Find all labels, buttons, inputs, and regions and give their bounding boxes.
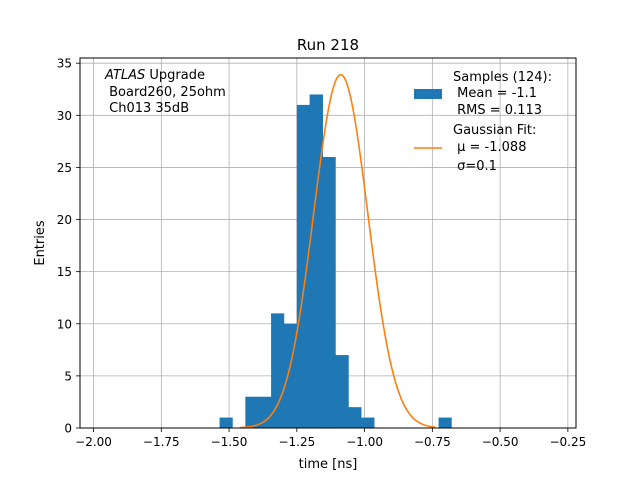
- histogram-bar: [271, 313, 285, 428]
- y-tick-label: 10: [57, 317, 72, 331]
- histogram-bar: [245, 396, 259, 428]
- histogram-bar: [348, 407, 362, 428]
- chart-title: Run 218: [297, 36, 359, 54]
- annotation-line-3: Ch013 35dB: [105, 101, 189, 116]
- x-axis: −2.00 −1.75 −1.50 −1.25 −1.00 −0.75 −0.50 −0.25: [75, 428, 586, 449]
- annotation-line-1: ATLAS Upgrade: [104, 68, 205, 83]
- y-tick-label: 35: [57, 57, 72, 71]
- histogram-bar: [335, 355, 349, 428]
- legend-samples-line-1: Samples (124):: [453, 70, 552, 85]
- histogram-bar: [309, 94, 323, 428]
- info-annotation: ATLAS Upgrade Board260, 25ohm Ch013 35dB: [104, 68, 226, 116]
- x-axis-label: time [ns]: [299, 457, 358, 472]
- histogram-bar: [296, 104, 310, 429]
- x-tick-label: −1.75: [143, 435, 180, 449]
- y-tick-label: 30: [57, 109, 72, 123]
- y-tick-label: 0: [64, 422, 72, 436]
- x-tick-label: −1.00: [346, 435, 383, 449]
- legend-fit-line-1: Gaussian Fit:: [453, 123, 536, 138]
- histogram-bar: [258, 396, 272, 428]
- legend-samples-line-3: RMS = 0.113: [453, 103, 542, 118]
- plot-frame: [79, 57, 577, 429]
- x-tick-label: −2.00: [75, 435, 112, 449]
- histogram-bar: [361, 417, 375, 428]
- histogram-bar: [322, 157, 336, 428]
- legend-samples-swatch: [414, 89, 442, 99]
- histogram-bars: [219, 94, 452, 429]
- y-axis: 0 5 10 15 20 25 30 35: [57, 57, 80, 436]
- x-tick-label: −1.50: [211, 435, 248, 449]
- x-tick-label: −0.75: [414, 435, 451, 449]
- gaussian-fit-curve: [239, 73, 436, 429]
- legend: Samples (124): Mean = -1.1 RMS = 0.113 G…: [414, 70, 552, 174]
- legend-fit-line-3: σ=0.1: [453, 159, 497, 174]
- y-tick-label: 20: [57, 213, 72, 227]
- x-tick-label: −1.25: [278, 435, 315, 449]
- annotation-atlas: ATLAS: [104, 68, 145, 83]
- gaussian-fit-line: [239, 73, 436, 429]
- annotation-upgrade: Upgrade: [145, 68, 205, 83]
- x-tick-label: −0.25: [549, 435, 586, 449]
- y-tick-label: 15: [57, 265, 72, 279]
- y-tick-label: 5: [64, 369, 72, 383]
- y-axis-label: Entries: [33, 220, 48, 266]
- histogram-bar: [438, 417, 452, 428]
- legend-samples-line-2: Mean = -1.1: [453, 86, 537, 101]
- histogram-bar: [219, 417, 233, 428]
- legend-fit-line-2: μ = -1.088: [453, 140, 526, 155]
- y-tick-label: 25: [57, 161, 72, 175]
- annotation-line-2: Board260, 25ohm: [105, 85, 226, 100]
- x-tick-label: −0.50: [482, 435, 519, 449]
